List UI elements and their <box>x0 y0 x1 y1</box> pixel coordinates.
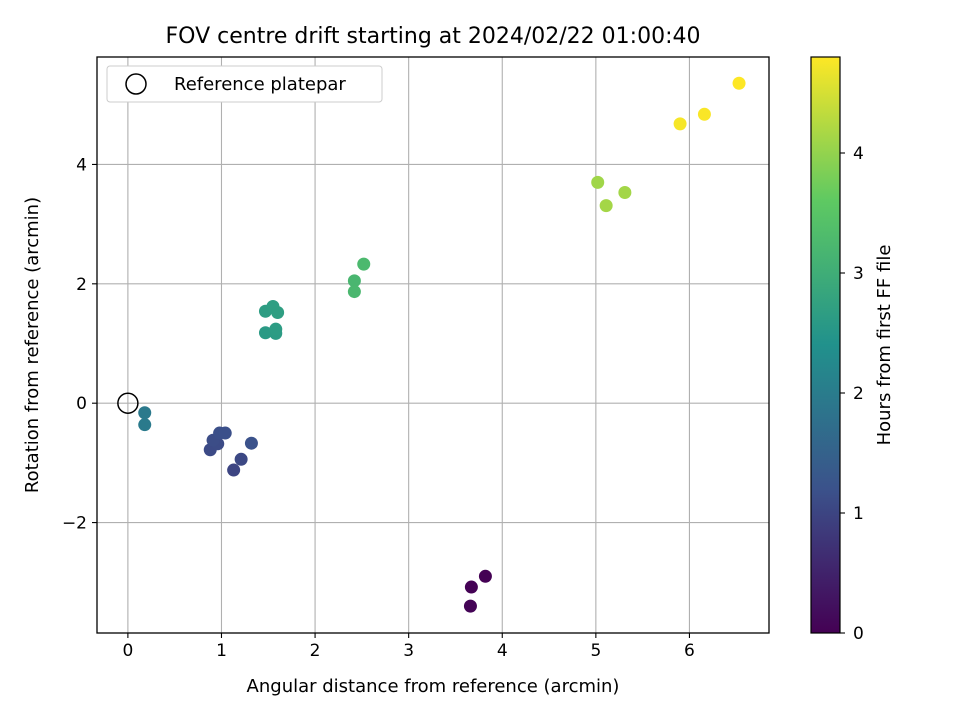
colorbar-tick-label: 4 <box>853 144 864 164</box>
colorbar-tick-label: 2 <box>853 384 864 404</box>
x-axis-ticks: 0 1 2 3 4 5 6 <box>122 633 695 661</box>
y-axis-label: Rotation from reference (arcmin) <box>22 197 43 493</box>
x-tick-label: 3 <box>403 641 414 661</box>
data-point <box>347 285 361 299</box>
legend-box <box>106 65 383 103</box>
data-point <box>258 326 272 340</box>
data-point <box>244 436 258 450</box>
data-point <box>218 426 232 440</box>
x-tick-label: 0 <box>122 641 133 661</box>
data-point <box>138 418 152 432</box>
data-point <box>697 107 711 121</box>
legend-marker-circle <box>125 73 147 95</box>
x-tick-label: 6 <box>684 641 695 661</box>
data-point <box>347 274 361 288</box>
colorbar-ticks: 0 1 2 3 4 <box>840 144 864 644</box>
x-tick-label: 5 <box>590 641 601 661</box>
data-point <box>478 569 492 583</box>
grid-lines <box>97 57 769 633</box>
x-axis-label: Angular distance from reference (arcmin) <box>247 676 620 697</box>
colorbar-label: Hours from first FF file <box>874 245 895 446</box>
data-point <box>271 305 285 319</box>
colorbar-tick-label: 3 <box>853 264 864 284</box>
legend: Reference platepar <box>106 65 383 103</box>
data-point <box>591 175 605 189</box>
data-point <box>463 599 477 613</box>
data-point <box>599 199 613 213</box>
data-point <box>357 257 371 271</box>
legend-label: Reference platepar <box>174 74 346 95</box>
data-points <box>138 76 746 613</box>
reference-platepar-marker <box>117 392 139 414</box>
y-tick-label: 2 <box>76 275 87 295</box>
data-point <box>234 452 248 466</box>
y-axis-ticks: −2 0 2 4 <box>62 155 97 534</box>
data-point <box>673 117 687 131</box>
y-tick-label: 4 <box>76 155 87 175</box>
colorbar-gradient <box>810 56 841 634</box>
data-point <box>269 322 283 336</box>
y-tick-label: 0 <box>76 394 87 414</box>
data-point <box>464 580 478 594</box>
data-point <box>732 76 746 90</box>
x-tick-label: 4 <box>497 641 508 661</box>
x-tick-label: 1 <box>216 641 227 661</box>
plot-frame <box>96 56 770 634</box>
data-point <box>618 185 632 199</box>
y-tick-label: −2 <box>62 514 87 534</box>
colorbar: 0 1 2 3 4 Hours from first FF file <box>810 56 895 644</box>
colorbar-tick-label: 0 <box>853 624 864 644</box>
x-tick-label: 2 <box>310 641 321 661</box>
data-point <box>138 406 152 420</box>
chart-title: FOV centre drift starting at 2024/02/22 … <box>166 24 701 49</box>
data-point <box>227 463 241 477</box>
colorbar-tick-label: 1 <box>853 504 864 524</box>
